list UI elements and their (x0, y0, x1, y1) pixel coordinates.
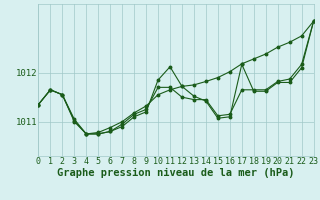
X-axis label: Graphe pression niveau de la mer (hPa): Graphe pression niveau de la mer (hPa) (57, 168, 295, 178)
